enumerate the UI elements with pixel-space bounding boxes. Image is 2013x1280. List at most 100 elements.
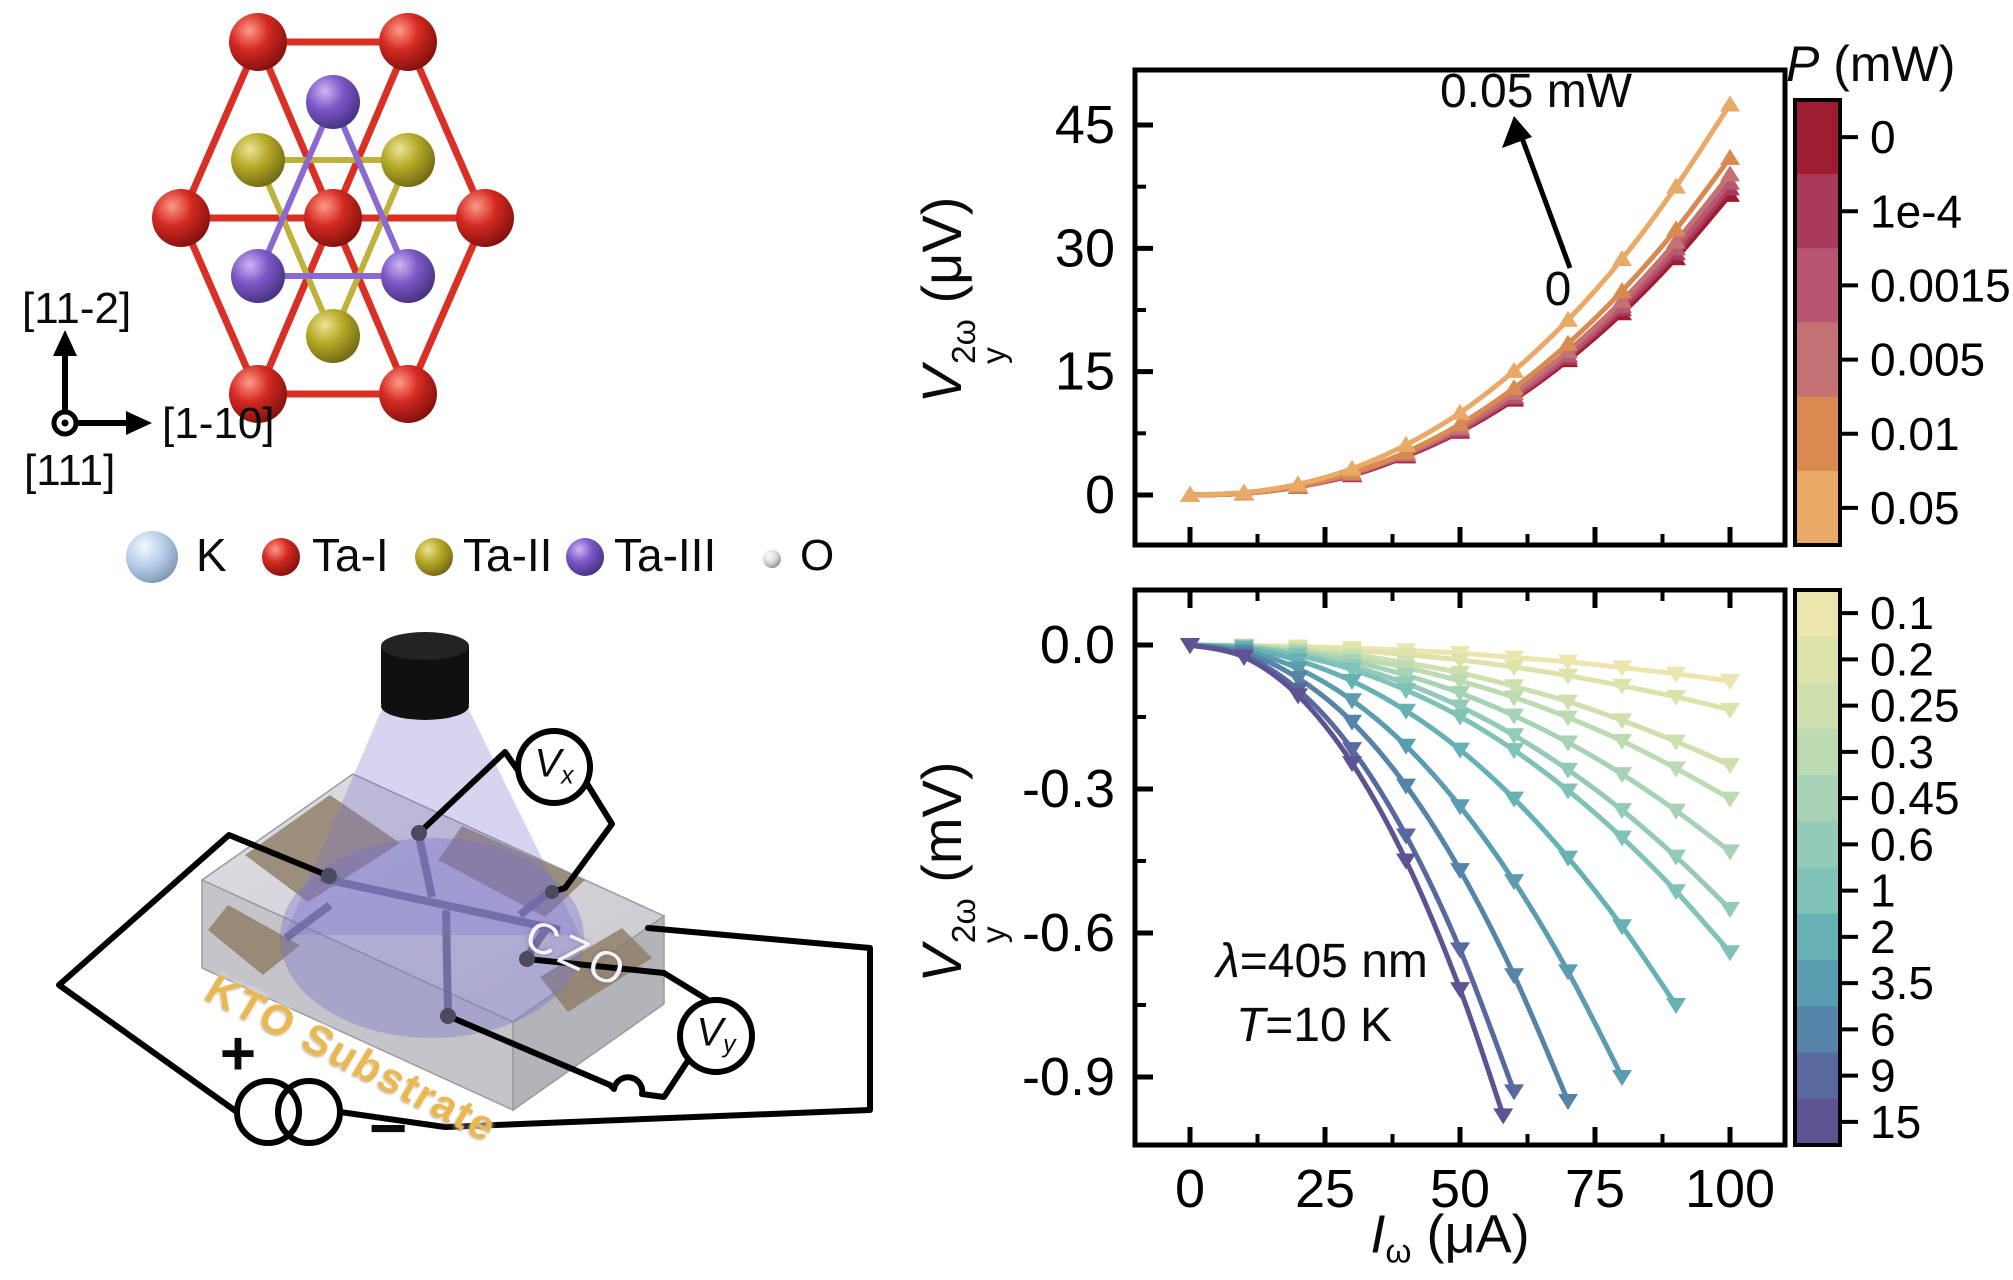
colorbar-segment <box>1795 682 1840 730</box>
curve-P-2 <box>1189 642 1679 1007</box>
x-tick-label: 0 <box>1175 1159 1205 1219</box>
colorbar-label: 0.2 <box>1870 633 1934 685</box>
ta1-atoms <box>152 13 514 423</box>
colorbar-segment <box>1795 100 1840 175</box>
y-tick-label: 45 <box>1055 95 1115 155</box>
colorbar-label: 3.5 <box>1870 957 1934 1009</box>
colorbar-segment <box>1795 913 1840 961</box>
curve-P-1e-4 <box>1189 186 1732 498</box>
colorbar-segment <box>1795 470 1840 546</box>
axis-label-1-10: [1-10] <box>162 399 275 448</box>
y-sub: y <box>976 347 1014 365</box>
curve-P-0.05 <box>1189 103 1733 498</box>
top-chart: 0 15 30 45 <box>1055 67 1788 548</box>
colorbar-segment <box>1795 1006 1840 1053</box>
vy-wire-top <box>524 956 716 1006</box>
x-tick-label: 50 <box>1430 1159 1490 1219</box>
y-tick-label: 30 <box>1055 218 1115 278</box>
curve-P-0 <box>1189 193 1732 498</box>
crystal-structure-diagram <box>51 13 781 583</box>
x-axis-title: Iω (μA) <box>1370 1204 1530 1271</box>
legend-label-o: O <box>800 531 835 580</box>
colorbar-label: 0.45 <box>1870 772 1960 824</box>
colorbar-label: 0.005 <box>1870 334 1985 386</box>
legend-label-k: K <box>196 529 227 581</box>
curve-P-15 <box>1189 642 1506 1117</box>
colorbar-label: 0.3 <box>1870 726 1934 778</box>
markers-P-2 <box>1180 638 1686 1014</box>
curve-P-0.01 <box>1189 156 1732 498</box>
pad-upper-left <box>245 795 400 902</box>
markers-P-0.01 <box>1180 148 1740 502</box>
legend-label-ta2: Ta-II <box>463 529 553 581</box>
colorbar-segment <box>1795 775 1840 822</box>
colorbar-segment <box>1795 960 1840 1007</box>
colorbar-label: 15 <box>1870 1096 1921 1148</box>
colorbar-segment <box>1795 1052 1840 1100</box>
hall-bar-pattern <box>208 795 652 1015</box>
curve-P-3.5 <box>1189 642 1625 1079</box>
current-source-circle-2 <box>275 1078 343 1146</box>
vy-meter-circle <box>677 997 755 1075</box>
ta3-lattice-lines <box>253 94 413 279</box>
annotation-wavelength: λ=405 nm <box>1216 934 1428 988</box>
ta3-atoms <box>231 75 435 303</box>
o-sphere <box>763 550 781 568</box>
colorbar-label: 1 <box>1870 865 1896 917</box>
ta2-sphere <box>415 538 453 576</box>
vy-meter-label: Vy <box>696 1010 736 1059</box>
current-minus-label: − <box>368 1090 408 1165</box>
axis-label-11-2: [11-2] <box>22 284 132 333</box>
laser-head <box>381 632 469 720</box>
vx-meter-circle <box>515 728 593 806</box>
y-tick-label: 15 <box>1055 342 1115 402</box>
top-chart-y-axis-title: V 2ω y (μV) <box>910 196 1014 404</box>
bottom-chart-y-axis-title: V 2ω y (mV) <box>910 761 1014 983</box>
y-tick-label: 0.0 <box>1040 615 1115 675</box>
annotation-min-power: 0 <box>1544 262 1572 316</box>
colorbar-segment <box>1795 396 1840 472</box>
axis-label-111: [111] <box>24 446 116 495</box>
markers-P-1e-4 <box>1180 179 1740 502</box>
y-tick-label: 0 <box>1085 465 1115 525</box>
colorbar-label: 1e-4 <box>1870 185 1962 237</box>
current-plus-label: + <box>219 1019 257 1089</box>
ta3-sphere <box>566 538 604 576</box>
legend-spheres <box>126 531 781 583</box>
ta2-lattice-lines <box>253 157 413 344</box>
charts-panel: 0 15 30 45 0 1e-4 0.0015 0.005 0.01 0.05 0.0 -0.3 -0… <box>1022 67 2011 1219</box>
x-tick-label: 25 <box>1295 1159 1355 1219</box>
axes-indicator <box>51 330 152 437</box>
circuit-symbols <box>234 728 755 1146</box>
colorbar-label: 9 <box>1870 1050 1896 1102</box>
colorbar-label: 0 <box>1870 111 1896 163</box>
legend-label-ta1: Ta-I <box>312 529 389 581</box>
y-tick-label: -0.3 <box>1022 759 1115 819</box>
colorbar-segment <box>1795 636 1840 683</box>
colorbar-segment <box>1795 821 1840 868</box>
k-sphere <box>126 531 178 583</box>
colorbar-label: 0.1 <box>1870 587 1934 639</box>
colorbar-label: 0.05 <box>1870 482 1960 534</box>
curve-P-0.0015 <box>1189 180 1732 498</box>
y-tick-label: -0.9 <box>1022 1047 1115 1107</box>
colorbar-segment <box>1795 867 1840 915</box>
colorbar-label: 0.0015 <box>1870 259 2011 311</box>
circuit-wires <box>56 749 873 1130</box>
power-increase-arrow <box>1502 116 1573 269</box>
colorbar-label: 2 <box>1870 911 1896 963</box>
colorbar-segment <box>1795 248 1840 323</box>
colorbar-segment <box>1795 174 1840 249</box>
colorbar-segment <box>1795 1098 1840 1146</box>
colorbar-label: 6 <box>1870 1003 1896 1055</box>
pad-lower-right <box>540 928 652 1012</box>
tick-labels: 0 15 30 45 <box>1055 95 1115 525</box>
current-loop-wire2 <box>337 925 873 1130</box>
annotation-temperature: T=10 K <box>1235 998 1393 1052</box>
ta2-atoms <box>231 133 435 363</box>
markers-P-15 <box>1180 638 1514 1125</box>
x-tick-label: 75 <box>1565 1159 1625 1219</box>
contact-dots <box>321 825 559 1024</box>
